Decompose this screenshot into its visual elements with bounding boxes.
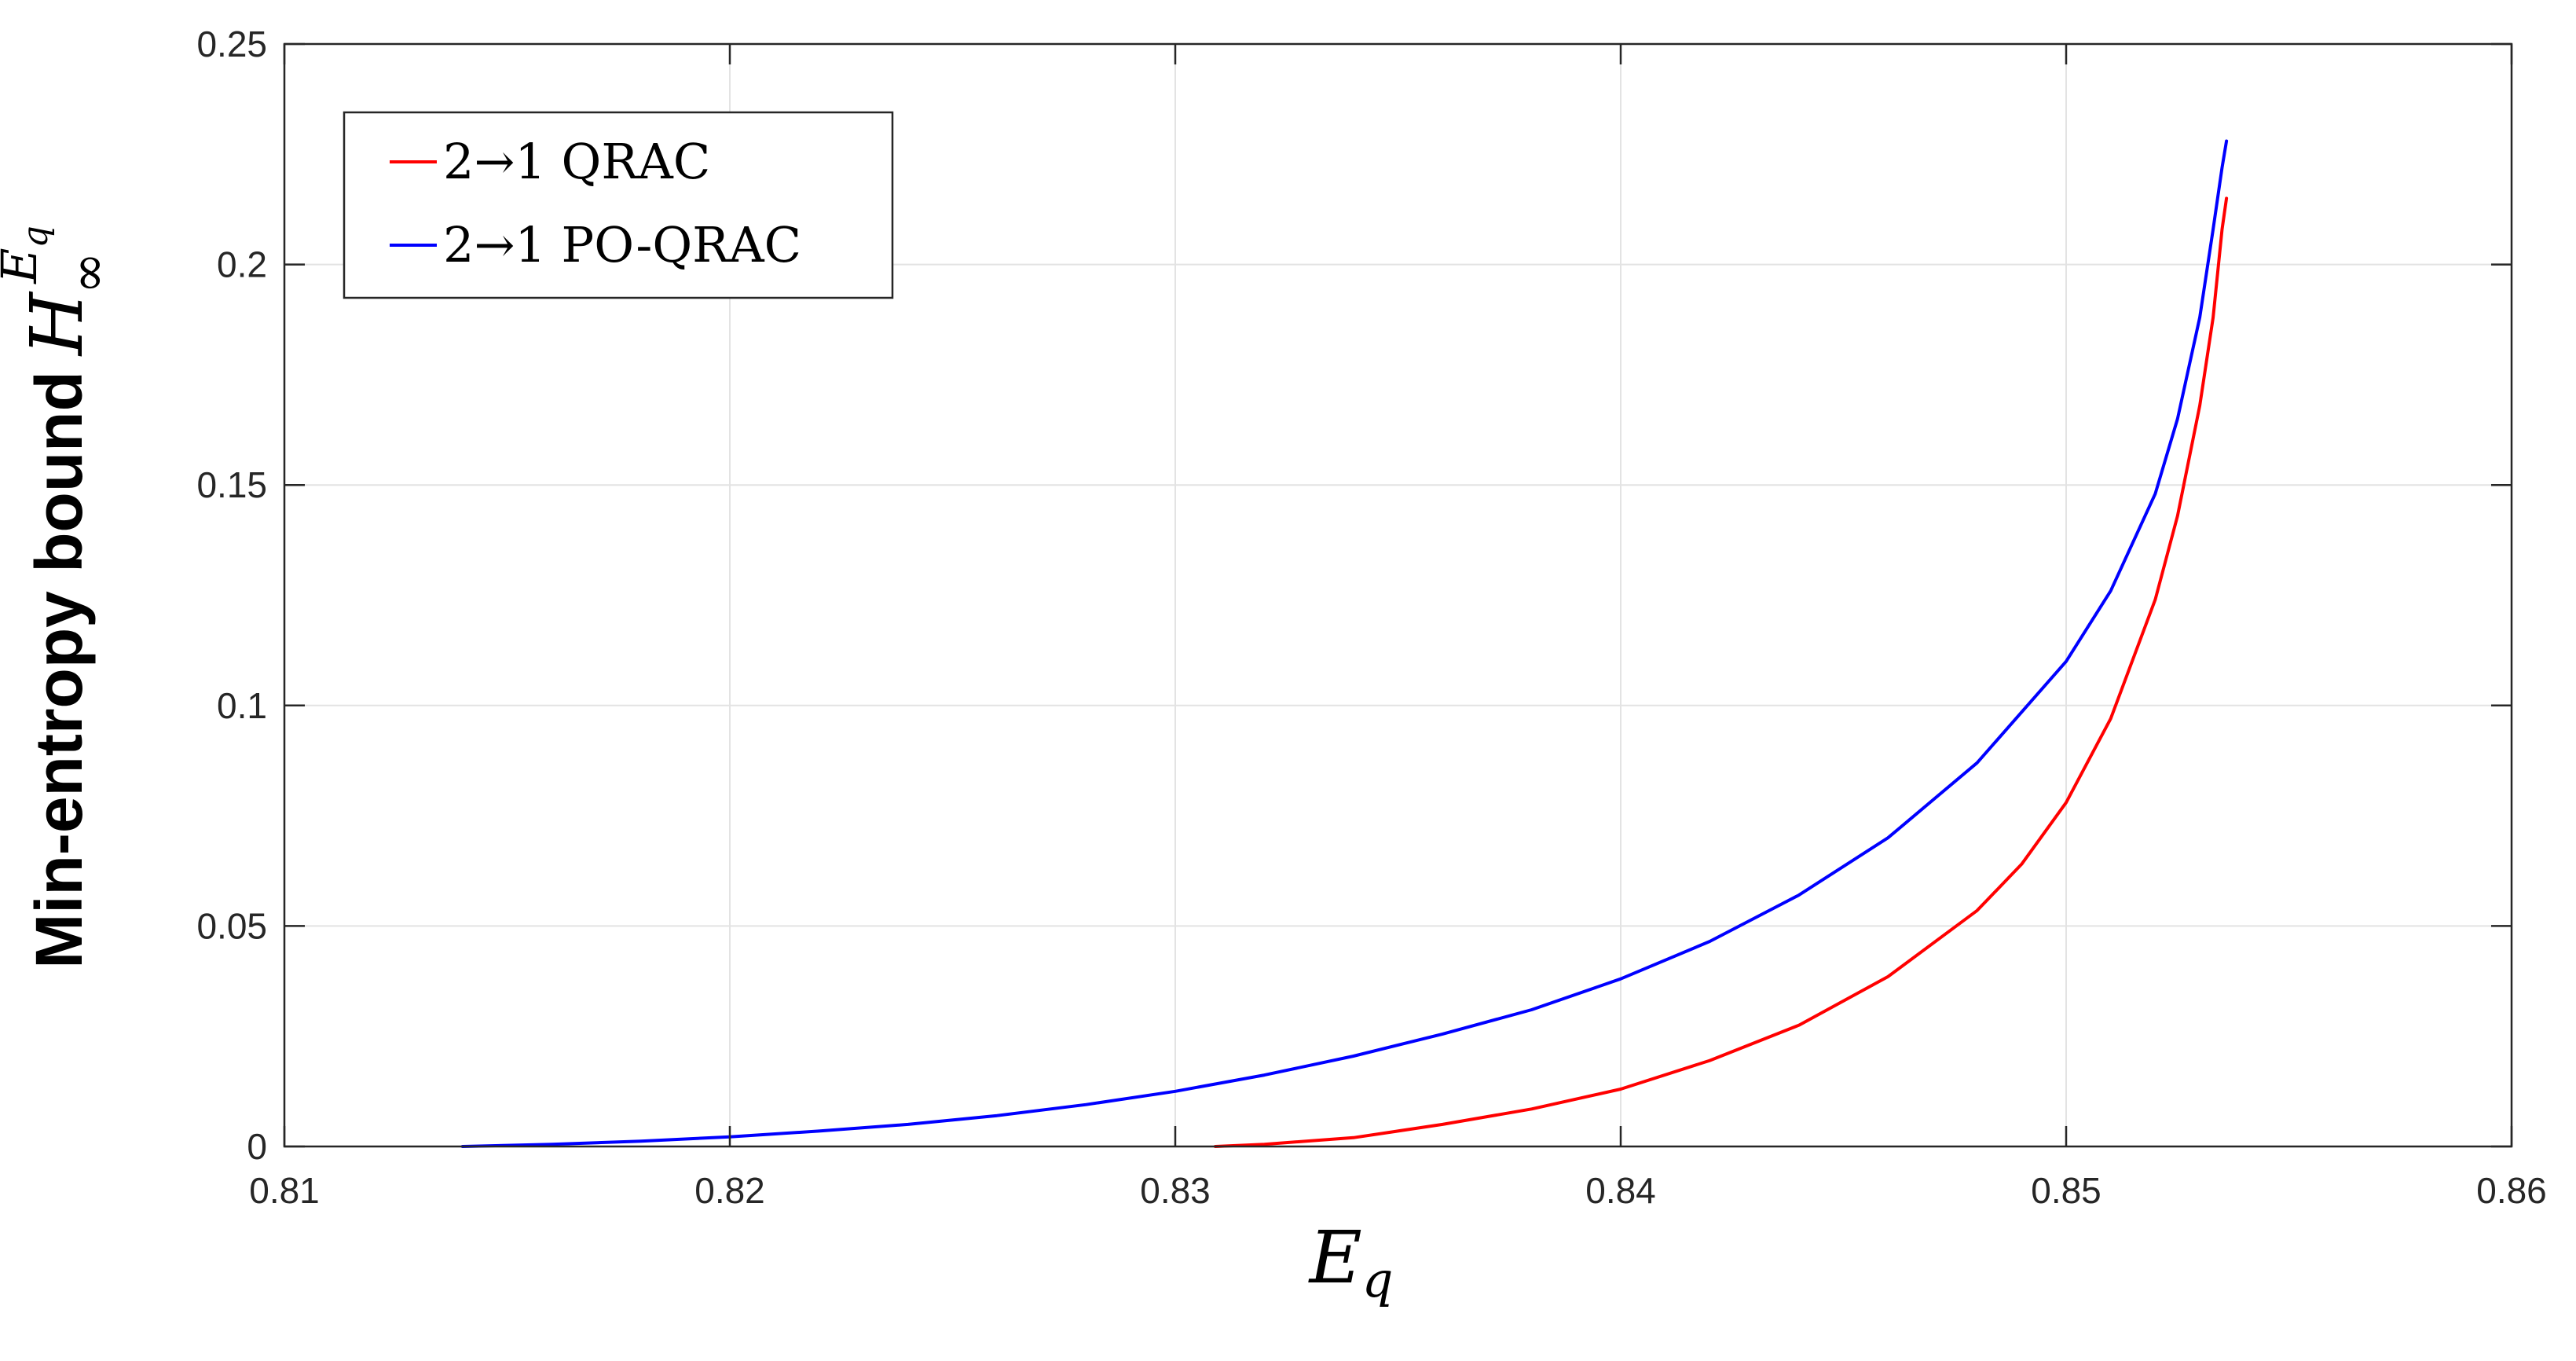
legend-label-po-qrac: 2→1 PO-QRAC	[443, 216, 801, 273]
x-tick-labels: 0.81 0.82 0.83 0.84 0.85 0.86	[249, 1170, 2547, 1211]
y-tick-label: 0.1	[217, 685, 267, 726]
y-axis-label: Min-entropy bound H∞ Eq	[0, 226, 118, 969]
x-tick-label: 0.81	[249, 1170, 320, 1211]
x-tick-label: 0.82	[694, 1170, 765, 1211]
y-axis-label-base: H	[15, 291, 99, 357]
y-axis-label-text: Min-entropy bound	[22, 371, 96, 969]
series-group	[460, 139, 2229, 1148]
ticks	[283, 42, 2513, 1148]
y-tick-label: 0.05	[196, 905, 267, 946]
x-axis-label-base: E	[1308, 1216, 1362, 1300]
x-axis-label-sub: q	[1362, 1251, 1394, 1308]
y-tick-labels: 0 0.05 0.1 0.15 0.2 0.25	[196, 24, 267, 1167]
svg-text:Min-entropy boundH∞Eq: Min-entropy bound H∞ Eq	[0, 226, 118, 969]
y-tick-label: 0.25	[196, 24, 267, 64]
y-axis-label-sub: ∞	[60, 252, 118, 294]
legend: 2→1 QRAC 2→1 PO-QRAC	[343, 111, 894, 299]
y-axis-label-sup-base: E	[0, 248, 48, 284]
x-tick-label: 0.86	[2476, 1170, 2547, 1211]
legend-label-qrac: 2→1 QRAC	[443, 133, 710, 190]
y-axis-label-sup-sub: q	[16, 226, 56, 248]
x-tick-label: 0.85	[2031, 1170, 2101, 1211]
legend-box	[343, 111, 894, 299]
y-tick-label: 0.15	[196, 464, 267, 505]
y-tick-label: 0	[247, 1126, 267, 1167]
x-axis-label: Eq	[1308, 1216, 1394, 1308]
x-tick-label: 0.84	[1585, 1170, 1656, 1211]
axes-box	[283, 42, 2513, 1148]
series-line-qrac	[1214, 196, 2229, 1148]
series-line-po-qrac	[460, 139, 2229, 1148]
y-tick-label: 0.2	[217, 244, 267, 285]
x-tick-label: 0.83	[1140, 1170, 1211, 1211]
